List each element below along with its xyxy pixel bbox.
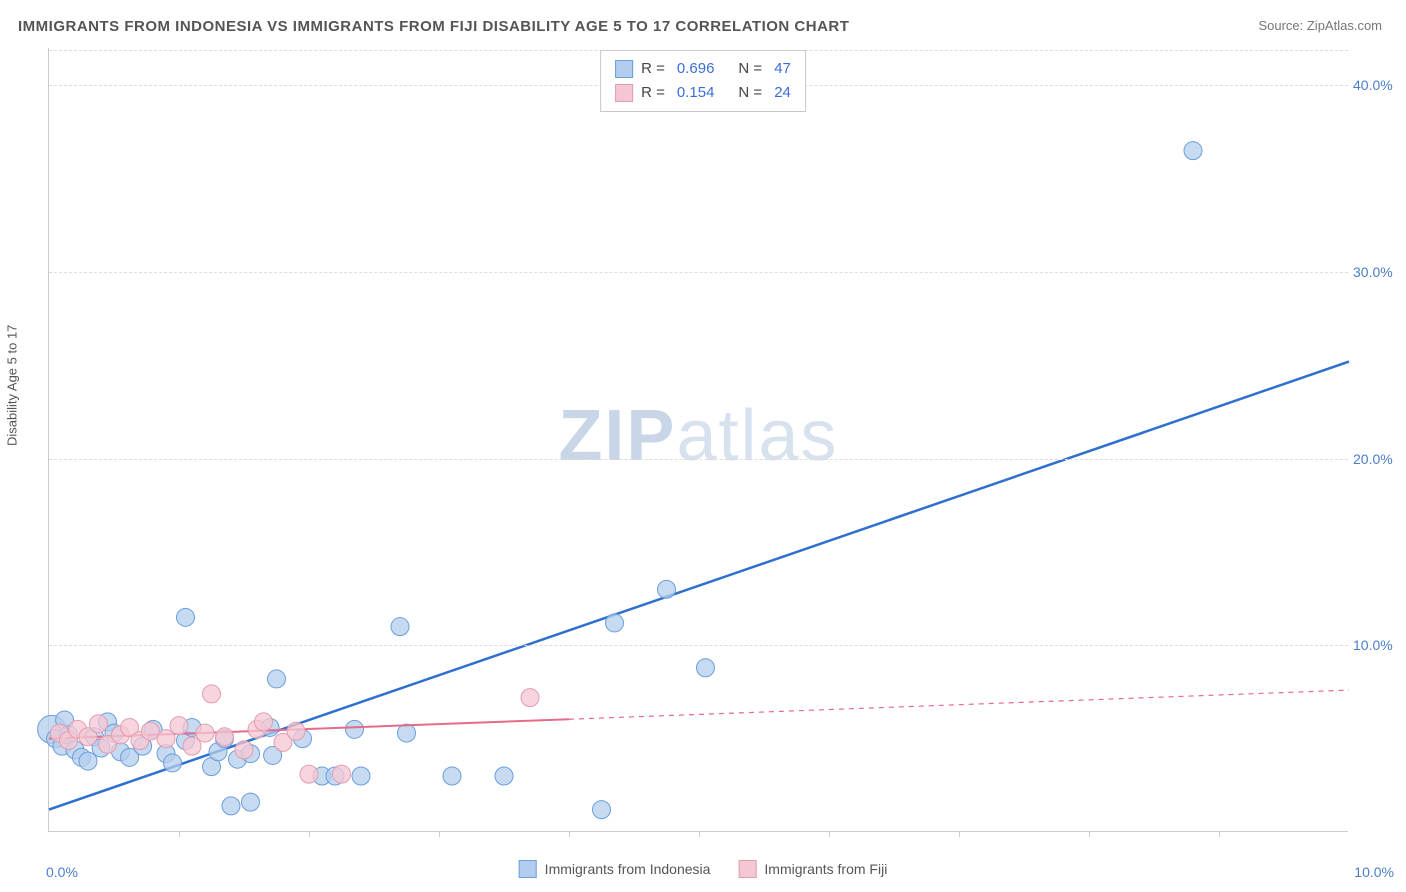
data-point bbox=[658, 580, 676, 598]
y-tick-label: 10.0% bbox=[1353, 637, 1406, 653]
source-label: Source: ZipAtlas.com bbox=[1258, 18, 1382, 33]
x-tick bbox=[439, 831, 440, 837]
data-point bbox=[196, 724, 214, 742]
data-point bbox=[235, 741, 253, 759]
data-point bbox=[333, 765, 351, 783]
legend-n-label: N = bbox=[738, 81, 762, 105]
series-legend-item: Immigrants from Indonesia bbox=[519, 860, 711, 878]
y-tick-label: 40.0% bbox=[1353, 77, 1406, 93]
gridline bbox=[49, 645, 1348, 646]
x-tick bbox=[309, 831, 310, 837]
data-point bbox=[79, 752, 97, 770]
data-point bbox=[495, 767, 513, 785]
data-point bbox=[268, 670, 286, 688]
legend-r-label: R = bbox=[641, 81, 665, 105]
legend-row: R = 0.154 N = 24 bbox=[615, 81, 791, 105]
data-point bbox=[255, 713, 273, 731]
data-point bbox=[352, 767, 370, 785]
x-tick bbox=[1089, 831, 1090, 837]
gridline bbox=[49, 459, 1348, 460]
correlation-legend: R = 0.696 N = 47 R = 0.154 N = 24 bbox=[600, 50, 806, 112]
legend-r-label: R = bbox=[641, 57, 665, 81]
x-tick bbox=[1219, 831, 1220, 837]
chart-container: IMMIGRANTS FROM INDONESIA VS IMMIGRANTS … bbox=[0, 0, 1406, 892]
data-point bbox=[170, 717, 188, 735]
legend-swatch bbox=[615, 84, 633, 102]
trend-line-extrapolated bbox=[569, 690, 1349, 719]
data-point bbox=[606, 614, 624, 632]
x-tick bbox=[179, 831, 180, 837]
data-point bbox=[346, 720, 364, 738]
data-point bbox=[89, 715, 107, 733]
data-point bbox=[177, 608, 195, 626]
legend-n-label: N = bbox=[738, 57, 762, 81]
y-tick-label: 20.0% bbox=[1353, 451, 1406, 467]
x-tick bbox=[569, 831, 570, 837]
data-point bbox=[521, 689, 539, 707]
legend-swatch bbox=[738, 860, 756, 878]
series-name: Immigrants from Fiji bbox=[764, 861, 887, 877]
series-legend-item: Immigrants from Fiji bbox=[738, 860, 887, 878]
data-point bbox=[242, 793, 260, 811]
chart-title: IMMIGRANTS FROM INDONESIA VS IMMIGRANTS … bbox=[18, 18, 849, 35]
data-point bbox=[593, 801, 611, 819]
legend-n-value: 47 bbox=[774, 57, 791, 81]
data-point bbox=[164, 754, 182, 772]
data-point bbox=[203, 685, 221, 703]
series-legend: Immigrants from Indonesia Immigrants from… bbox=[519, 860, 888, 878]
data-point bbox=[222, 797, 240, 815]
y-tick-label: 30.0% bbox=[1353, 264, 1406, 280]
legend-row: R = 0.696 N = 47 bbox=[615, 57, 791, 81]
x-tick bbox=[959, 831, 960, 837]
y-axis-title: Disability Age 5 to 17 bbox=[5, 325, 20, 446]
data-point bbox=[300, 765, 318, 783]
data-point bbox=[391, 618, 409, 636]
data-point bbox=[398, 724, 416, 742]
series-name: Immigrants from Indonesia bbox=[545, 861, 711, 877]
legend-r-value: 0.696 bbox=[677, 57, 715, 81]
data-point bbox=[287, 722, 305, 740]
x-tick bbox=[699, 831, 700, 837]
gridline bbox=[49, 272, 1348, 273]
data-point bbox=[157, 730, 175, 748]
legend-swatch bbox=[519, 860, 537, 878]
data-point bbox=[216, 728, 234, 746]
plot-area: ZIPatlas 10.0%20.0%30.0%40.0% bbox=[48, 48, 1348, 832]
legend-n-value: 24 bbox=[774, 81, 791, 105]
plot-svg bbox=[49, 48, 1348, 831]
x-axis-start-label: 0.0% bbox=[46, 864, 78, 880]
x-axis-end-label: 10.0% bbox=[1354, 864, 1394, 880]
x-tick bbox=[829, 831, 830, 837]
data-point bbox=[1184, 142, 1202, 160]
legend-swatch bbox=[615, 60, 633, 78]
legend-r-value: 0.154 bbox=[677, 81, 715, 105]
data-point bbox=[443, 767, 461, 785]
data-point bbox=[697, 659, 715, 677]
data-point bbox=[183, 737, 201, 755]
